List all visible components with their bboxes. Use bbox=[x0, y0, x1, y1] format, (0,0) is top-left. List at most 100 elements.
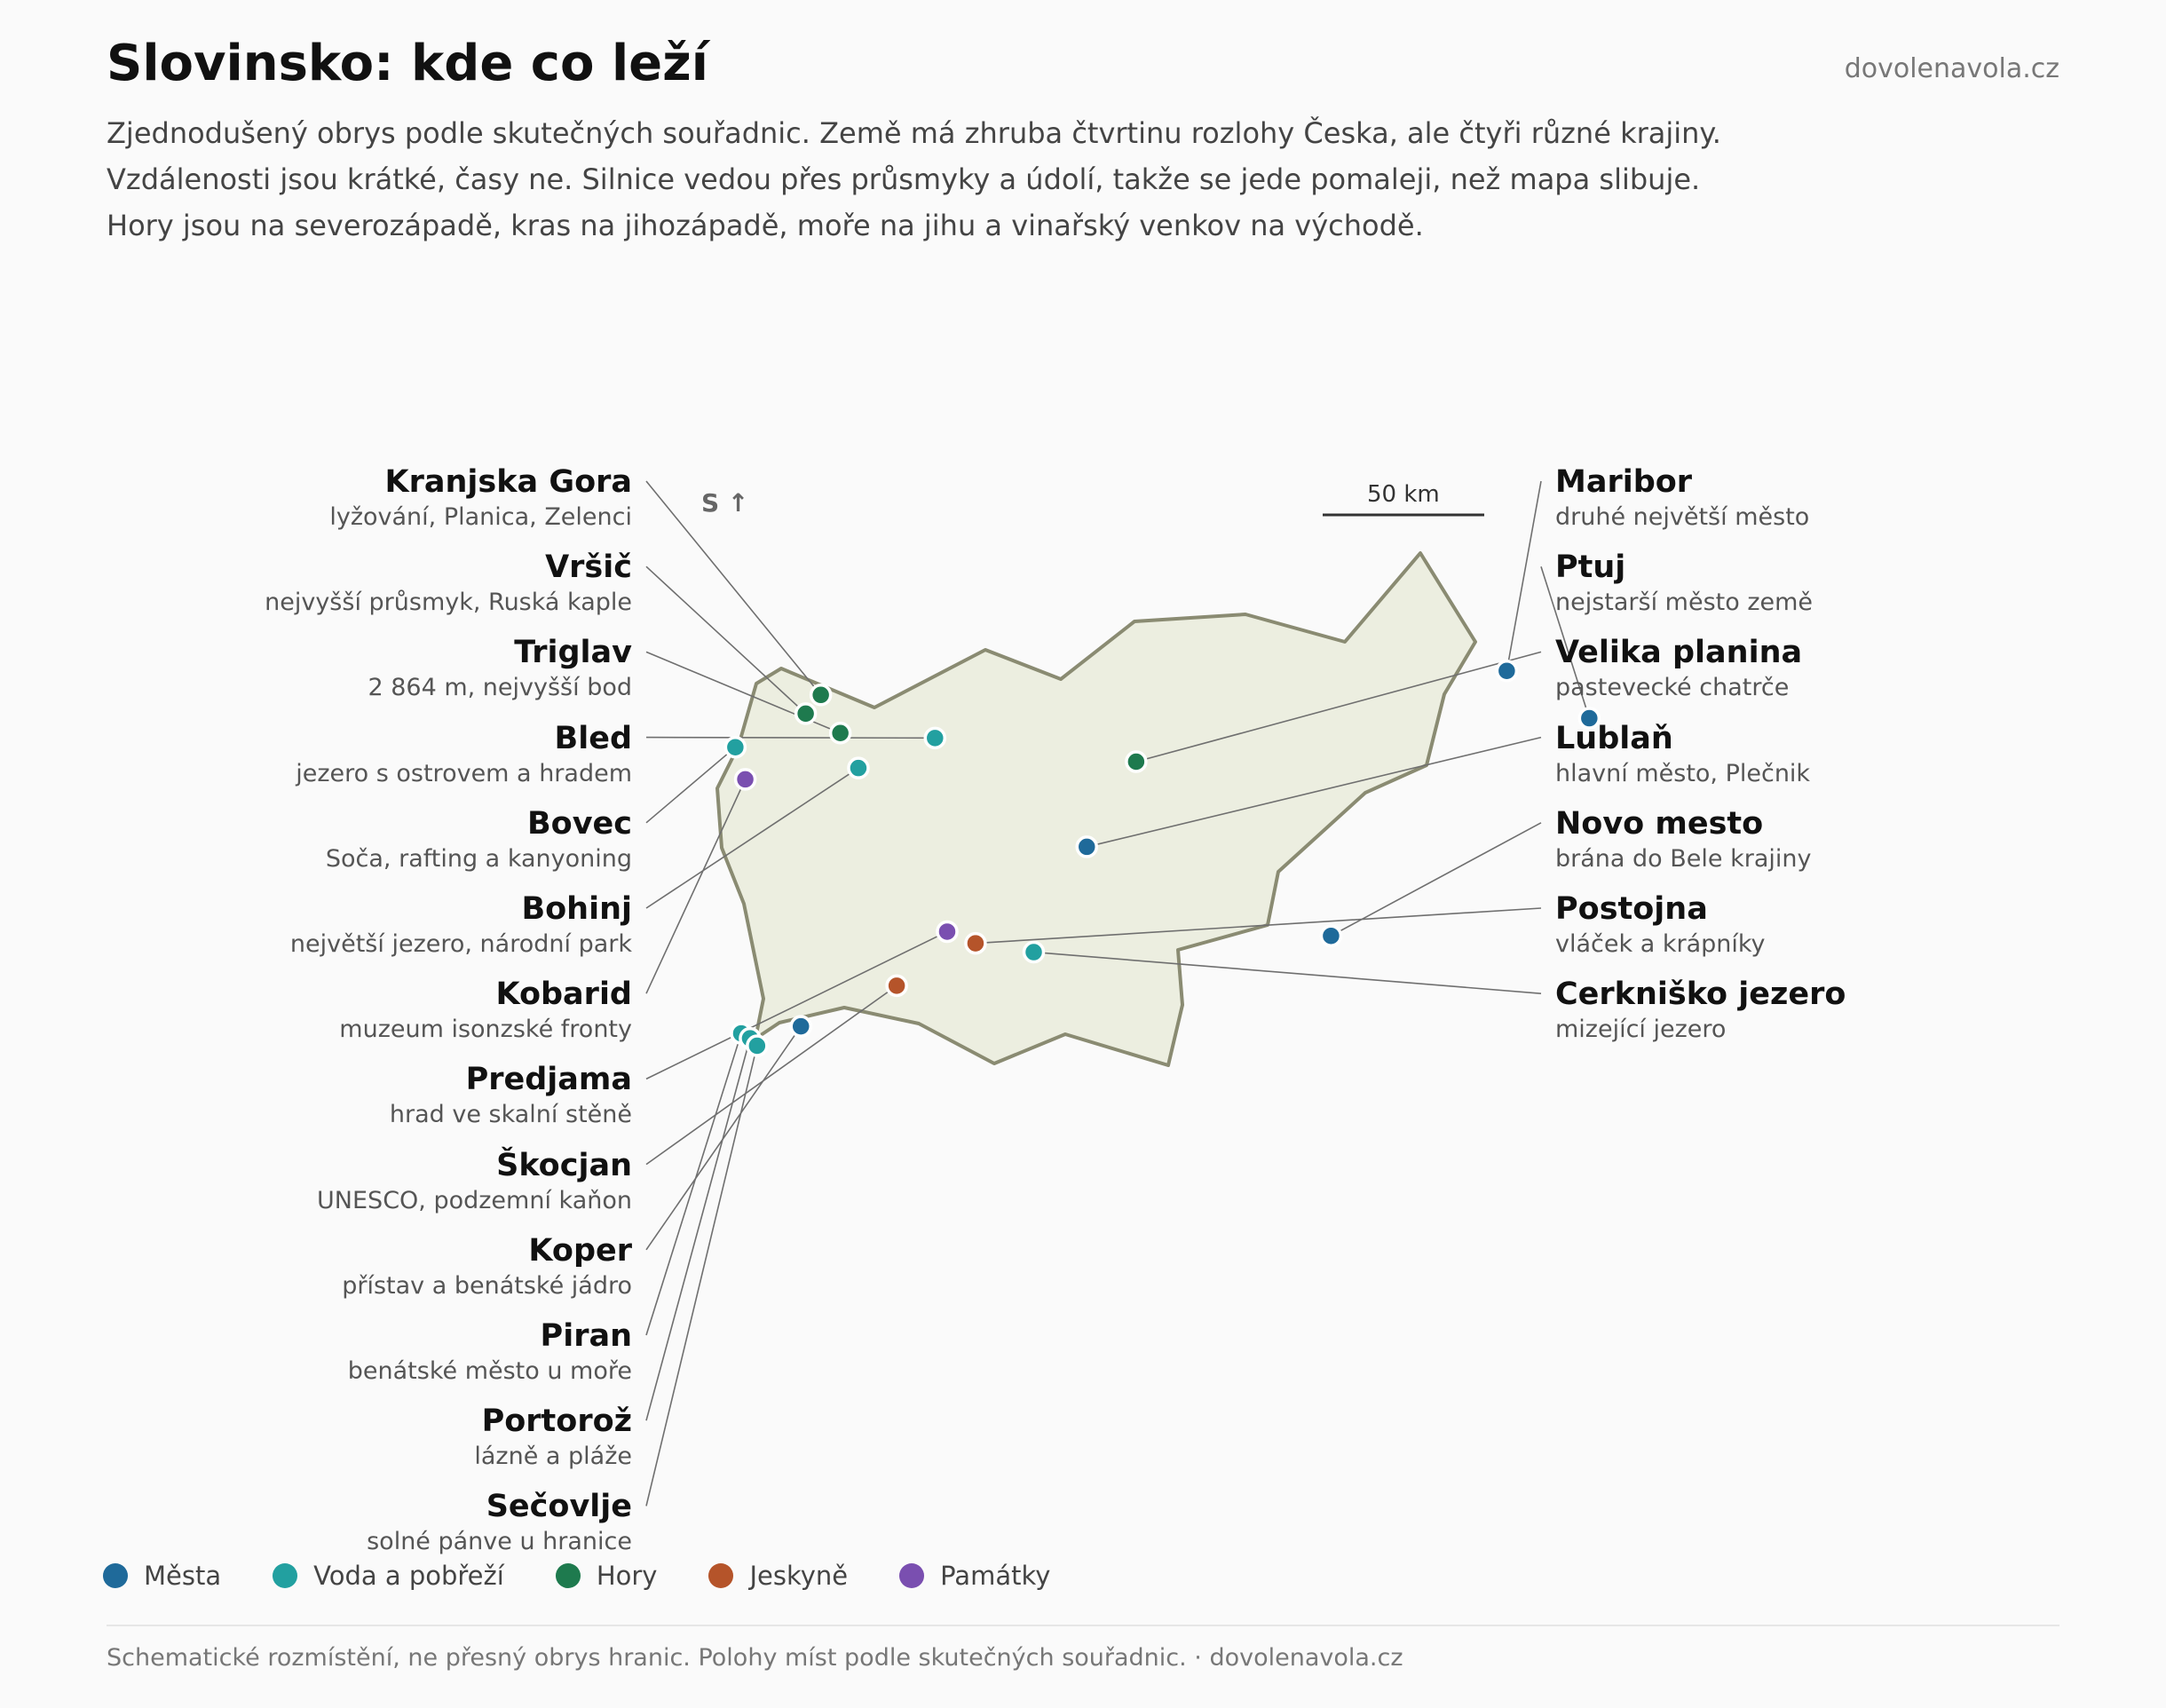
legend-item-pamatky: Památky bbox=[899, 1561, 1050, 1591]
place-description: přístav a benátské jádro bbox=[342, 1271, 632, 1300]
place-label-cerknisko-jezero: Cerkniško jezero mizející jezero bbox=[1555, 974, 1846, 1045]
place-name: Ptuj bbox=[1555, 550, 1626, 586]
place-description: největší jezero, národní park bbox=[289, 930, 632, 958]
marker-ptuj[interactable] bbox=[1577, 707, 1601, 730]
footer-divider bbox=[107, 1625, 2059, 1626]
marker-predjama[interactable] bbox=[936, 920, 959, 944]
marker-novo-mesto[interactable] bbox=[1319, 924, 1343, 947]
site-name[interactable]: dovolenavola.cz bbox=[1844, 53, 2059, 84]
legend-swatch bbox=[555, 1563, 581, 1588]
place-name: Bohinj bbox=[521, 891, 632, 927]
place-label-piran: Piran benátské město u moře bbox=[348, 1316, 632, 1387]
place-name: Velika planina bbox=[1555, 635, 1803, 671]
legend-label: Jeskyně bbox=[749, 1561, 849, 1591]
legend: Města Voda a pobřeží Hory Jeskyně Památk… bbox=[103, 1561, 1102, 1591]
place-description: lázně a pláže bbox=[474, 1443, 632, 1471]
place-description: hlavní město, Plečnik bbox=[1555, 759, 1811, 787]
place-name: Maribor bbox=[1555, 464, 1693, 500]
leader-line bbox=[1540, 565, 1591, 719]
marker-triglav[interactable] bbox=[828, 722, 852, 745]
marker-skocjan[interactable] bbox=[885, 974, 908, 998]
place-name: Bled bbox=[554, 720, 632, 756]
leader-line bbox=[1087, 736, 1542, 848]
marker-velika-planina[interactable] bbox=[1125, 750, 1148, 773]
intro-line: Zjednodušený obrys podle skutečných souř… bbox=[107, 116, 1721, 150]
place-name: Lublaň bbox=[1555, 720, 1673, 756]
leader-lines bbox=[645, 480, 1591, 1506]
footer-note: Schematické rozmístění, ne přesný obrys … bbox=[107, 1644, 1403, 1672]
place-label-kranjska-gora: Kranjska Gora lyžování, Planica, Zelenci bbox=[329, 462, 632, 533]
leader-line bbox=[1506, 480, 1542, 671]
place-label-secovlje: Sečovlje solné pánve u hranice bbox=[367, 1486, 632, 1557]
marker-lublan[interactable] bbox=[1075, 835, 1099, 858]
place-label-lublan: Lublaň hlavní město, Plečnik bbox=[1555, 718, 1810, 789]
place-markers bbox=[723, 659, 1601, 1057]
place-description: druhé největší město bbox=[1555, 503, 1810, 531]
marker-secovlje[interactable] bbox=[746, 1034, 769, 1057]
place-name: Bovec bbox=[526, 805, 632, 842]
place-name: Piran bbox=[540, 1318, 632, 1354]
leader-line bbox=[645, 747, 736, 824]
place-label-vrsic: Vršič nejvyšší průsmyk, Ruská kaple bbox=[265, 547, 632, 618]
marker-bovec[interactable] bbox=[723, 735, 747, 759]
marker-bled[interactable] bbox=[923, 726, 947, 750]
place-description: mizející jezero bbox=[1555, 1016, 1727, 1044]
legend-label: Hory bbox=[596, 1561, 658, 1591]
scale-label: 50 km bbox=[1367, 481, 1440, 508]
legend-swatch bbox=[708, 1563, 734, 1588]
marker-kobarid[interactable] bbox=[733, 768, 757, 791]
leader-line bbox=[975, 907, 1542, 945]
leader-line bbox=[645, 480, 822, 696]
legend-label: Voda a pobřeží bbox=[313, 1561, 504, 1591]
place-label-predjama: Predjama hrad ve skalní stěně bbox=[390, 1059, 632, 1130]
place-description: muzeum isonzské fronty bbox=[339, 1016, 632, 1044]
place-description: 2 864 m, nejvyšší bod bbox=[368, 674, 632, 702]
legend-item-hory: Hory bbox=[555, 1561, 658, 1591]
place-name: Novo mesto bbox=[1555, 805, 1764, 842]
place-name: Portorož bbox=[481, 1404, 632, 1440]
intro-line: Hory jsou na severozápadě, kras na jihoz… bbox=[107, 209, 1424, 242]
legend-label: Památky bbox=[940, 1561, 1051, 1591]
place-label-bovec: Bovec Soča, rafting a kanyoning bbox=[326, 803, 632, 874]
page-title: Slovinsko: kde co leží bbox=[107, 35, 708, 92]
place-description: solné pánve u hranice bbox=[367, 1528, 632, 1556]
marker-koper[interactable] bbox=[789, 1015, 812, 1038]
legend-swatch bbox=[103, 1563, 128, 1588]
leader-line bbox=[645, 565, 807, 715]
place-label-novo-mesto: Novo mesto brána do Bele krajiny bbox=[1555, 803, 1811, 874]
place-description: nejstarší město země bbox=[1555, 589, 1814, 617]
place-name: Postojna bbox=[1555, 891, 1708, 927]
place-label-ptuj: Ptuj nejstarší město země bbox=[1555, 547, 1813, 618]
legend-swatch bbox=[899, 1563, 925, 1588]
place-label-bled: Bled jezero s ostrovem a hradem bbox=[296, 718, 632, 789]
place-description: pastevecké chatrče bbox=[1555, 674, 1790, 702]
marker-maribor[interactable] bbox=[1495, 659, 1519, 683]
place-description: lyžování, Planica, Zelenci bbox=[329, 503, 632, 531]
leader-line bbox=[645, 984, 897, 1166]
place-description: vláček a krápníky bbox=[1555, 930, 1766, 958]
leader-line bbox=[645, 1038, 751, 1421]
place-description: hrad ve skalní stěně bbox=[389, 1101, 632, 1129]
place-label-kobarid: Kobarid muzeum isonzské fronty bbox=[339, 974, 632, 1045]
marker-cerknisko-jezero[interactable] bbox=[1022, 940, 1046, 964]
leader-line bbox=[645, 767, 859, 909]
place-name: Koper bbox=[528, 1232, 632, 1269]
marker-bohinj[interactable] bbox=[847, 756, 870, 779]
legend-swatch bbox=[273, 1563, 298, 1588]
marker-vrsic[interactable] bbox=[794, 702, 818, 725]
place-label-skocjan: Škocjan UNESCO, podzemní kaňon bbox=[317, 1145, 632, 1216]
place-label-triglav: Triglav 2 864 m, nejvyšší bod bbox=[368, 632, 632, 703]
legend-label: Města bbox=[144, 1561, 222, 1591]
intro-line: Vzdálenosti jsou krátké, časy ne. Silnic… bbox=[107, 162, 1701, 196]
north-arrow: S ↑ bbox=[701, 488, 749, 518]
place-name: Škocjan bbox=[496, 1147, 632, 1183]
legend-item-voda: Voda a pobřeží bbox=[273, 1561, 504, 1591]
leader-line bbox=[645, 1032, 742, 1336]
place-label-postojna: Postojna vláček a krápníky bbox=[1555, 889, 1766, 960]
marker-kranjska-gora[interactable] bbox=[809, 684, 833, 707]
place-name: Vršič bbox=[545, 550, 632, 586]
place-label-portoroz: Portorož lázně a pláže bbox=[474, 1401, 632, 1472]
marker-postojna[interactable] bbox=[964, 931, 987, 955]
legend-item-mesta: Města bbox=[103, 1561, 221, 1591]
leader-line bbox=[645, 779, 747, 994]
